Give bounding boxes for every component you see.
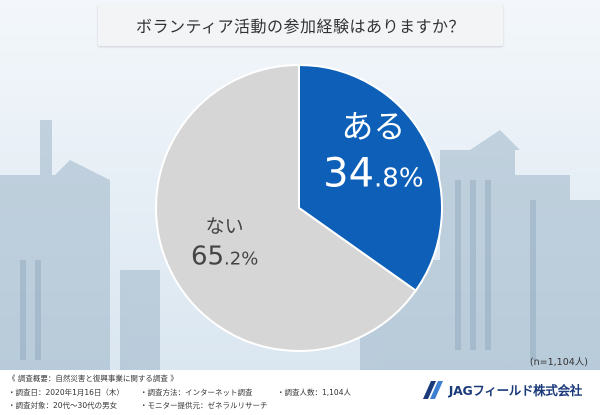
- slice-value-2: 65.2%: [191, 242, 258, 272]
- slice-value-1: 34.8%: [323, 150, 423, 196]
- pie-slice-1: [298, 63, 443, 292]
- title-box: ボランティア活動の参加経験はありますか？: [98, 4, 503, 46]
- slice-label-2: ない: [206, 216, 244, 238]
- company-name: JAGフィールド株式会社: [448, 383, 583, 398]
- survey-count: ・調査人数：1,104人: [277, 388, 351, 397]
- survey-target: ・調査対象：20代～30代の男女: [8, 401, 118, 410]
- survey-method: ・調査方法：インターネット調査: [140, 388, 253, 397]
- jag-logo-icon: [422, 380, 443, 399]
- slice-label-1: ある: [341, 107, 405, 145]
- survey-summary: 《 調査概要：自然災害と復興事業に関する調査 》: [8, 374, 178, 383]
- chart-title: ボランティア活動の参加経験はありますか？: [135, 17, 466, 36]
- pie-slice-2: [155, 63, 418, 352]
- company-logo: JAGフィールド株式会社: [422, 380, 583, 399]
- survey-provider: ・モニター提供元：ゼネラルリサーチ: [140, 401, 268, 410]
- sample-size-label: (n=1,104人): [529, 357, 588, 368]
- survey-date: ・調査日：2020年1月16日（木）: [8, 388, 124, 397]
- footer: 《 調査概要：自然災害と復興事業に関する調査 》 ・調査日：2020年1月16日…: [0, 370, 600, 415]
